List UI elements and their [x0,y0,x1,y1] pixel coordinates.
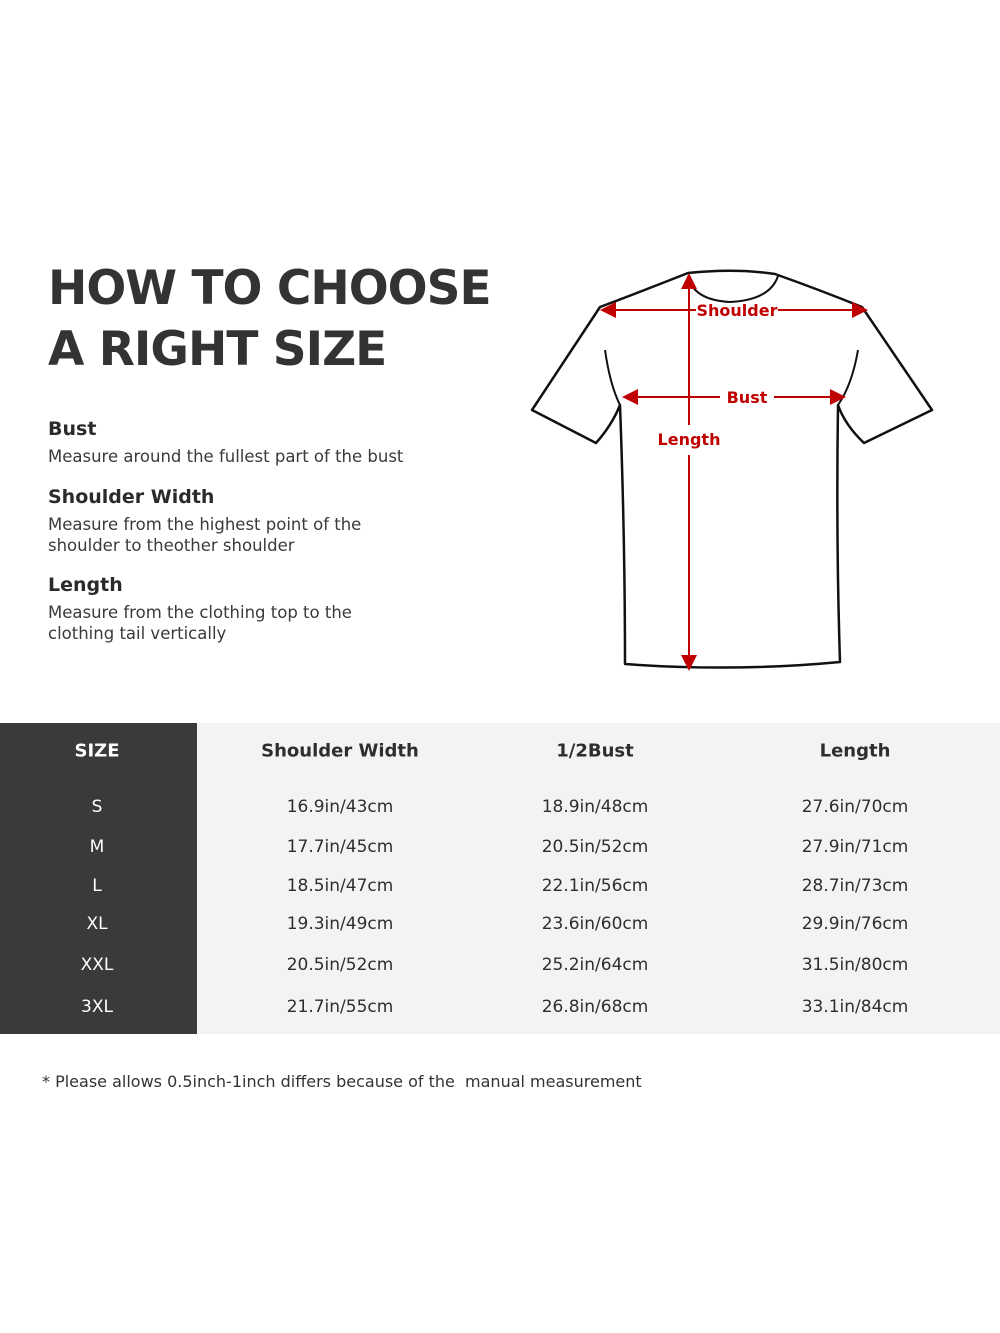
tshirt-outline [530,269,934,669]
cell-shoulder-width: 19.3in/49cm [286,914,394,934]
desc-shoulder-width: Measure from the highest point of the sh… [48,515,362,555]
cell-length: 31.5in/80cm [801,955,909,975]
term-bust: Bust [48,418,97,440]
page-title: HOW TO CHOOSE A RIGHT SIZE [48,258,492,380]
cell-size: L [92,876,102,896]
cell-half-bust: 25.2in/64cm [541,955,649,975]
label-bust: Bust [727,388,768,407]
cell-half-bust: 26.8in/68cm [541,997,649,1017]
header-half-bust: 1/2Bust [556,740,634,762]
header-shoulder-width: Shoulder Width [261,740,419,762]
desc-bust: Measure around the fullest part of the b… [48,447,404,466]
cell-length: 29.9in/76cm [801,914,909,934]
cell-size: M [89,837,105,857]
measure-lines [600,273,868,671]
cell-half-bust: 18.9in/48cm [541,797,649,817]
cell-length: 27.6in/70cm [801,797,909,817]
title-line-1: HOW TO CHOOSE [48,261,492,316]
size-column [0,723,197,1034]
term-length: Length [48,574,123,596]
footnote: * Please allows 0.5inch-1inch differs be… [42,1072,642,1091]
cell-half-bust: 22.1in/56cm [541,876,649,896]
cell-shoulder-width: 17.7in/45cm [286,837,394,857]
cell-shoulder-width: 21.7in/55cm [286,997,394,1017]
cell-size: S [91,797,103,817]
cell-shoulder-width: 16.9in/43cm [286,797,394,817]
desc-length: Measure from the clothing top to the clo… [48,603,352,643]
title-line-2: A RIGHT SIZE [48,322,387,377]
cell-half-bust: 23.6in/60cm [541,914,649,934]
size-table: SIZE Shoulder Width 1/2Bust Length S 16.9in/4… [0,723,1000,1034]
header-length: Length [819,740,891,762]
label-shoulder: Shoulder [697,301,778,320]
header-size: SIZE [74,740,120,762]
cell-size: XL [86,914,108,934]
cell-shoulder-width: 20.5in/52cm [286,955,394,975]
label-length: Length [658,430,721,449]
cell-size: 3XL [81,997,113,1017]
tshirt-diagram: Shoulder Bust Length [530,269,934,671]
cell-half-bust: 20.5in/52cm [541,837,649,857]
cell-size: XXL [80,955,114,975]
term-shoulder-width: Shoulder Width [48,486,215,508]
cell-length: 27.9in/71cm [801,837,909,857]
cell-length: 33.1in/84cm [801,997,909,1017]
cell-shoulder-width: 18.5in/47cm [286,876,394,896]
cell-length: 28.7in/73cm [801,876,909,896]
